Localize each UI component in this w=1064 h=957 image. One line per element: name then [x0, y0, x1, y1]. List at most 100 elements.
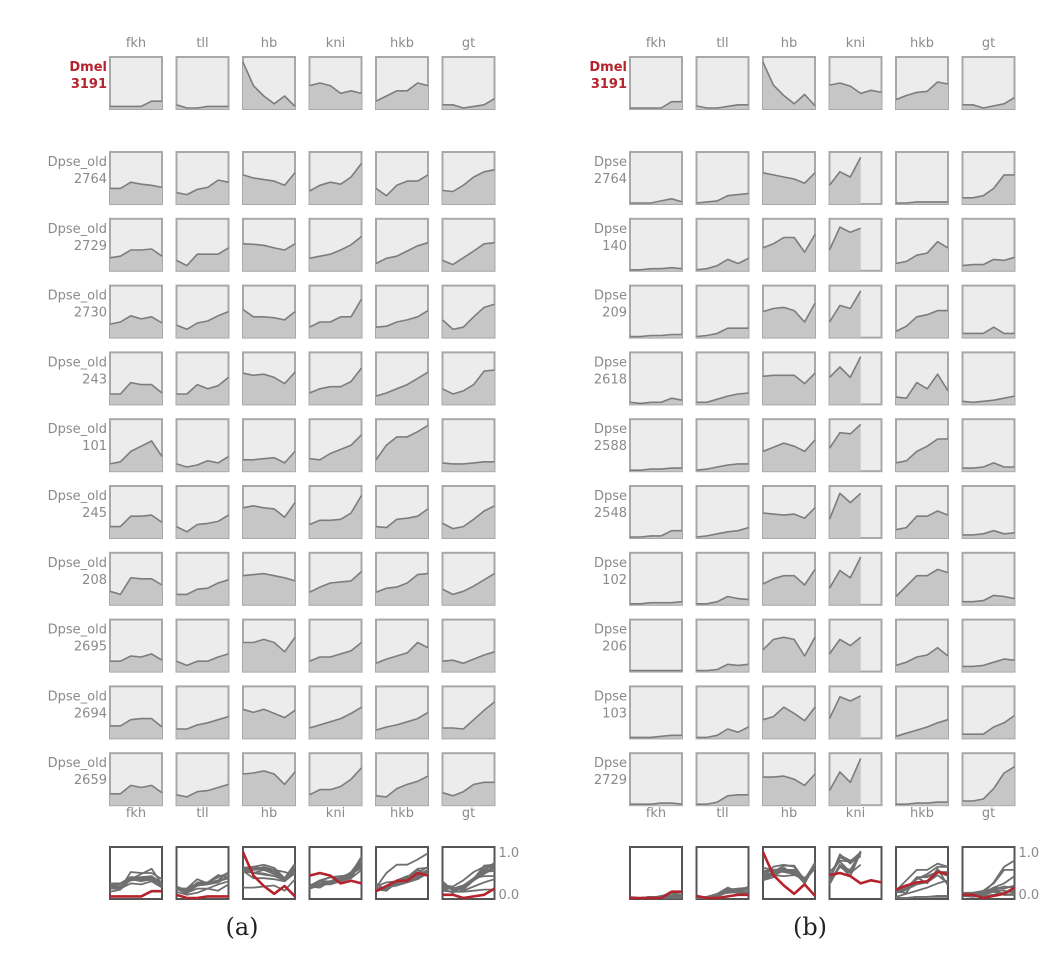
panel-a-row-5-kni-line: [309, 494, 363, 526]
panel-b-summary-line-hkb-7: [895, 874, 949, 894]
panel-a-row-3-tll-area: [176, 377, 229, 405]
panel-a-row-9-tll-cell: [175, 752, 230, 807]
panel-b-row-0-tll-line: [696, 192, 749, 204]
panel-a-summary-hb: [241, 846, 296, 900]
panel-b-row-3-tll-line: [696, 392, 749, 404]
panel-a-row-9-kni-line: [309, 767, 363, 796]
panel-b-row-9-kni-line: [828, 758, 862, 791]
panel-a-row-1-hb-line: [242, 243, 296, 251]
panel-b-summary-reference-line-hb: [761, 851, 816, 897]
panel-b-row-id-7: 206: [602, 640, 627, 655]
panel-b-row-7-tll-line: [696, 663, 749, 672]
panel-a-row-5-fkh-line: [110, 514, 163, 528]
panel-a-row-id-5: 245: [82, 506, 107, 521]
panel-b-row-3-gt-frame: [961, 351, 1016, 406]
panel-b-row-6-tll-cell: [695, 551, 750, 606]
panel-b-row-8-tll-frame: [695, 685, 750, 740]
panel-a-row-9-fkh-cell: [109, 752, 163, 807]
panel-b-row-1-gt-cell: [961, 217, 1016, 272]
panel-b-row-6-kni-cell: [828, 551, 883, 606]
panel-a-row-0-gt-area: [442, 169, 495, 204]
panel-b-row-8-fkh-frame: [629, 685, 683, 740]
panel-a-row-4-hkb-line: [375, 424, 429, 461]
panel-b-row-1-hb-area: [763, 234, 815, 271]
panel-a-row-3-hkb-line: [375, 371, 429, 397]
panel-a-row-1-hb-cell: [242, 217, 296, 272]
panel-b-row-0-fkh-line: [630, 198, 683, 204]
panel-a-row-species-9: Dpse_old: [48, 756, 107, 771]
panel-a-reference-hkb-area: [376, 83, 428, 109]
panel-a-row-9-gt-cell: [441, 752, 496, 807]
panel-b-row-1-kni-line: [828, 226, 861, 251]
panel-a-row-5-fkh-area: [110, 515, 162, 538]
panel-b-row-species-9: Dpse: [594, 756, 627, 771]
panel-a-row-1-tll-line: [176, 247, 229, 267]
panel-b-row-7-fkh-frame: [629, 618, 683, 673]
panel-a-row-1-kni-cell: [308, 217, 363, 272]
panel-b-row-4-gt-cell: [961, 418, 1016, 473]
panel-a-row-6-kni-cell: [308, 551, 363, 606]
panel-a-row-species-3: Dpse_old: [48, 355, 107, 370]
panel-b-row-2-gt-frame: [961, 284, 1016, 339]
panel-a-row-3-kni-line: [309, 367, 363, 394]
panel-b-row-0-gt-cell: [961, 151, 1016, 205]
panel-a-row-4-hb-cell: [242, 418, 296, 473]
panel-a-reference-gt-frame: [441, 56, 496, 110]
panel-a-reference-id: 3191: [71, 77, 107, 92]
panel-a-row-6-fkh-area: [110, 577, 162, 605]
panel-b-row-8-kni-line: [828, 695, 862, 719]
panel-b-row-9-kni-area: [829, 758, 861, 806]
panel-a-row-9-hb-area: [243, 770, 295, 806]
panel-a-row-8-kni-line: [309, 706, 362, 729]
panel-b-reference-gt-cell: [961, 56, 1016, 110]
panel-a-row-2-hb-cell: [242, 284, 296, 339]
panel-b-summary-fkh: [629, 846, 683, 900]
panel-a-row-1-gt-cell: [441, 217, 496, 272]
panel-a-row-4-fkh-line: [109, 440, 163, 465]
panel-b-row-8-hb-line: [762, 706, 816, 722]
panel-a-row-3-hkb-cell: [375, 351, 429, 406]
panel-b-row-5-kni-area: [829, 493, 861, 538]
panel-b-row-0-hb-area: [763, 172, 815, 204]
panel-b-row-id-0: 2764: [594, 172, 627, 187]
panel-b-row-2-hkb-cell: [895, 284, 949, 339]
panel-b-summary-kni: [828, 846, 883, 900]
panel-b-row-2-tll-line: [696, 327, 749, 338]
panel-a-row-species-4: Dpse_old: [48, 422, 107, 437]
panel-b-summary-hkb: [895, 846, 949, 900]
panel-b-row-1-tll-cell: [695, 217, 750, 272]
panel-a-row-species-8: Dpse_old: [48, 689, 107, 704]
panel-b-row-5-tll-cell: [695, 485, 750, 539]
panel-a-row-species-2: Dpse_old: [48, 289, 107, 304]
panel-a-row-9-hkb-cell: [375, 752, 429, 807]
panel-b-row-6-tll-frame: [695, 551, 750, 606]
panel-b-row-8-hb-cell: [762, 685, 816, 740]
panel-b-row-6-fkh-frame: [629, 551, 683, 606]
panel-b-row-7-hb-area: [763, 637, 815, 672]
panel-b-summary-gt: [961, 846, 1016, 900]
panel-b-reference-tll-frame: [695, 56, 750, 110]
panel-b-row-5-gt-line: [962, 529, 1015, 536]
panel-a-row-6-hb-cell: [242, 551, 296, 606]
panel-a-row-3-tll-cell: [175, 351, 230, 406]
panel-b-row-4-kni-cell: [828, 418, 883, 473]
panel-a-row-5-gt-cell: [441, 485, 496, 539]
panel-b-reference-hb-line: [762, 61, 816, 107]
panel-b-row-3-hkb-cell: [895, 351, 949, 406]
panel-b-row-2-fkh-cell: [629, 284, 683, 339]
panel-a-gene-label-top-hkb: hkb: [390, 36, 414, 51]
panel-a-row-8-tll-cell: [175, 685, 230, 740]
panel-b-row-3-fkh-cell: [629, 351, 683, 406]
panel-a-row-6-fkh-cell: [109, 551, 163, 606]
panel-a-row-2-kni-cell: [308, 284, 363, 339]
panel-b-gene-label-bottom-tll: tll: [716, 806, 728, 821]
panel-b-row-0-kni-area: [829, 157, 861, 204]
panel-b-gene-label-bottom-kni: kni: [846, 806, 865, 821]
panel-a-reference-kni-area: [309, 83, 362, 109]
panel-a-summary-reference-line-gt: [442, 887, 496, 900]
panel-a-summary-hkb: [375, 846, 429, 900]
panel-a-row-5-hb-area: [243, 502, 295, 538]
panel-a-row-id-0: 2764: [74, 172, 107, 187]
panel-b-summary-reference-line-hkb: [895, 870, 949, 891]
